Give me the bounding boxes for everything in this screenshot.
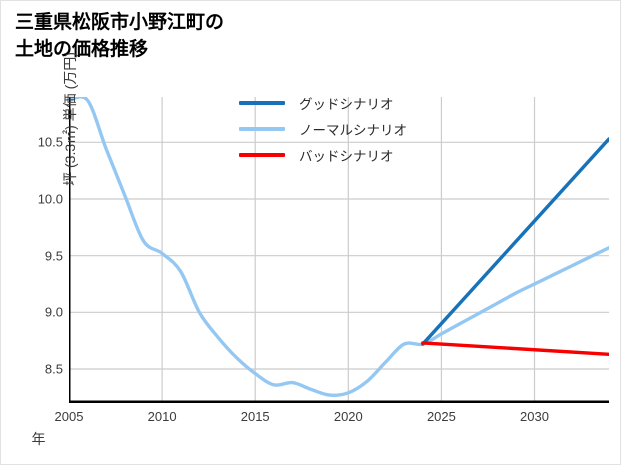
x-tick-label: 2015: [240, 409, 270, 424]
x-axis-title-text: 年: [31, 431, 46, 447]
legend-color-swatch: [239, 127, 285, 131]
legend-color-swatch: [239, 101, 285, 105]
legend-item[interactable]: ノーマルシナリオ: [239, 116, 449, 142]
y-axis-title: 坪 (3.3㎡) 単価 (万円): [62, 52, 78, 186]
legend-item[interactable]: グッドシナリオ: [239, 90, 449, 116]
gridlines: [69, 97, 609, 403]
legend-label: バッドシナリオ: [299, 149, 394, 164]
y-tick-label: 8.5: [44, 361, 63, 377]
x-tick-label: 2030: [520, 409, 549, 424]
y-tick-label: 9.0: [44, 304, 63, 320]
legend-color-swatch: [239, 153, 285, 157]
plot-area: [69, 97, 609, 403]
series-lines: [69, 97, 609, 397]
y-tick-label: 10.5: [37, 134, 63, 150]
x-axis-title: 年: [1, 429, 621, 449]
x-tick-label: 2025: [426, 409, 456, 424]
series-line: [421, 341, 609, 356]
series-line: [421, 137, 609, 346]
y-tick-label: 9.5: [44, 248, 63, 264]
chart-svg: [69, 97, 609, 403]
series-line: [69, 97, 609, 397]
y-axis-tick-labels: 8.5 9.0 9.5 10.0 10.5: [1, 97, 63, 403]
x-tick-label: 2010: [147, 409, 177, 424]
x-axis-tick-labels: 2005 2010 2015 2020 2025 2030: [55, 409, 609, 429]
legend-label: グッドシナリオ: [299, 97, 394, 112]
x-tick-label: 2020: [333, 409, 363, 424]
legend-item[interactable]: バッドシナリオ: [239, 142, 449, 168]
page-title: 三重県松阪市小野江町の 土地の価格推移: [15, 12, 225, 60]
x-tick-label: 2005: [54, 409, 84, 424]
chart-legend: グッドシナリオ ノーマルシナリオ バッドシナリオ: [239, 90, 449, 168]
y-tick-label: 10.0: [37, 191, 63, 207]
legend-label: ノーマルシナリオ: [299, 123, 407, 138]
